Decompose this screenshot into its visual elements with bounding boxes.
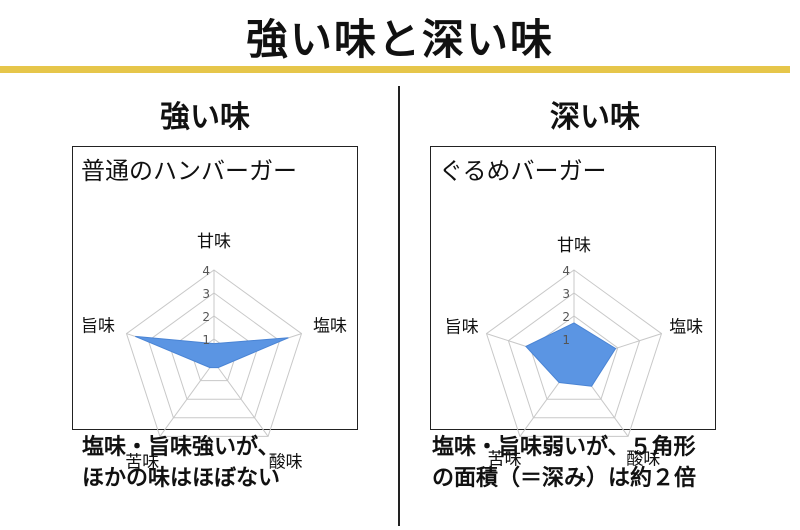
- radar-grid-ring: [485, 269, 663, 437]
- caption-line: ほかの味はほぼない: [82, 466, 281, 491]
- radar-axis-label: 苦味: [488, 450, 522, 470]
- radar-axis-label: 塩味: [313, 316, 347, 336]
- caption: 塩味・旨味強いが、 ほかの味はほぼない: [82, 432, 280, 494]
- radar-data-area: [135, 335, 289, 369]
- panel-heading: 強い味: [160, 100, 250, 135]
- caption: 塩味・旨味弱いが、５角形 の面積（＝深み）は約２倍: [432, 432, 696, 494]
- chart-title: 普通のハンバーガー: [81, 157, 297, 185]
- radar-axis-label: 旨味: [81, 316, 115, 336]
- caption-line: 塩味・旨味弱いが、５角形: [432, 435, 696, 460]
- radar-spoke: [213, 361, 269, 437]
- main-title: 強い味と深い味: [245, 15, 554, 64]
- radar-axis-label: 甘味: [197, 232, 231, 252]
- radar-axis-label: 旨味: [445, 318, 479, 338]
- caption-line: 塩味・旨味強いが、: [82, 435, 280, 460]
- radar-tick-label: 2: [562, 310, 570, 324]
- radar-tick-label: 3: [562, 287, 570, 301]
- caption-line: の面積（＝深み）は約２倍: [432, 466, 697, 491]
- radar-chart-box: 普通のハンバーガー 1 2 3 4 甘味塩味酸味 苦味 旨味: [72, 146, 358, 473]
- radar-data-area: [525, 322, 617, 387]
- radar-axis-label: 酸味: [626, 450, 660, 470]
- radar-grid-ring: [507, 292, 641, 419]
- radar-tick-label: 3: [202, 287, 210, 301]
- panel-strong-taste: 強い味 普通のハンバーガー 1 2 3 4 甘味塩味酸味 苦味 旨味 塩味・旨味強いが、 ほ…: [10, 84, 400, 524]
- radar-tick-label: 4: [202, 264, 210, 278]
- radar-tick-label: 4: [562, 264, 570, 278]
- radar-tick-label: 1: [562, 333, 570, 347]
- radar-spoke: [159, 361, 215, 437]
- chart-title: ぐるめバーガー: [439, 157, 607, 185]
- radar-axis-label: 甘味: [557, 236, 591, 256]
- panel-heading: 深い味: [550, 100, 640, 135]
- radar-tick-label: 1: [202, 333, 210, 347]
- radar-grid-ring: [147, 292, 281, 419]
- radar-tick-label: 2: [202, 310, 210, 324]
- panel-divider: [398, 86, 400, 526]
- panel-deep-taste: 深い味 ぐるめバーガー 1 2 3 4 甘味塩味酸味 苦味 旨味 塩味・旨味弱いが、５角形 …: [400, 84, 790, 524]
- title-underline: [0, 66, 790, 73]
- radar-grid-ring: [125, 269, 303, 437]
- radar-chart-box: ぐるめバーガー 1 2 3 4 甘味塩味酸味 苦味 旨味: [430, 146, 716, 470]
- radar-axis-label: 塩味: [669, 318, 703, 338]
- radar-axis-label: 酸味: [269, 453, 303, 473]
- radar-axis-label: 苦味: [125, 453, 159, 473]
